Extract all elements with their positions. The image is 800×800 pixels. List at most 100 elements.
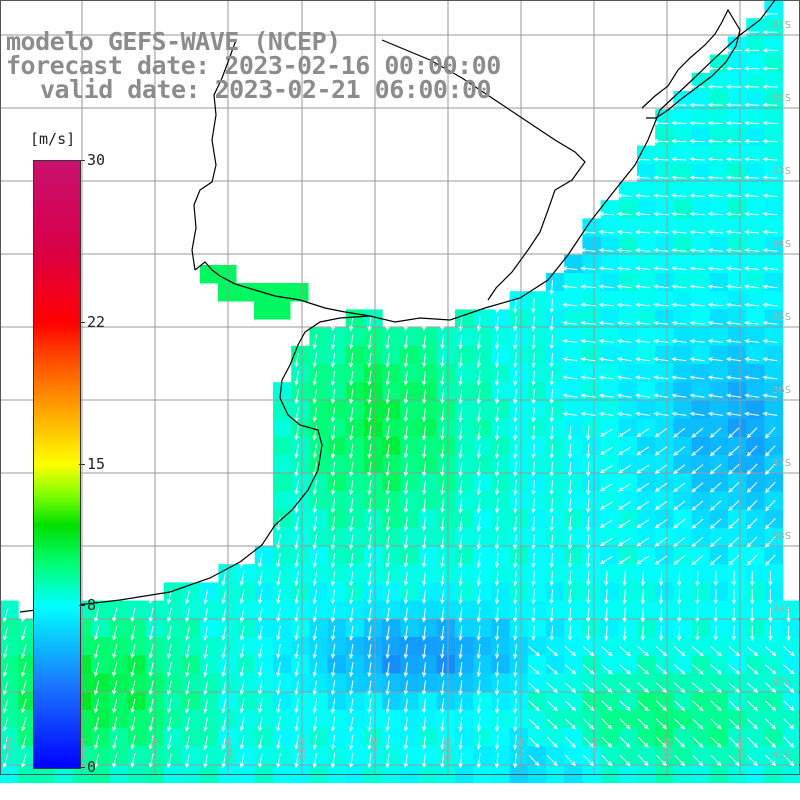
speed-cell [673, 491, 693, 511]
speed-cell [473, 673, 492, 693]
wind-arrow [549, 298, 554, 314]
speed-cell [455, 564, 474, 583]
speed-cell [618, 673, 638, 693]
speed-cell [109, 709, 128, 729]
speed-cell [637, 691, 656, 711]
speed-cell [655, 527, 674, 547]
speed-cell [364, 491, 383, 511]
speed-cell [509, 546, 529, 565]
wind-arrow [312, 625, 318, 641]
speed-cell [291, 382, 310, 401]
speed-cell [382, 691, 401, 711]
wind-arrow [94, 644, 100, 659]
lat-label: 39S [772, 604, 791, 615]
wind-arrow [744, 248, 760, 253]
wind-arrow [330, 352, 336, 368]
speed-cell [491, 764, 511, 784]
speed-cell [327, 618, 347, 638]
wind-arrow [619, 718, 631, 730]
wind-arrow [421, 425, 427, 441]
wind-arrow [203, 625, 209, 641]
wind-arrow [634, 411, 650, 417]
wind-arrow [640, 607, 646, 623]
wind-arrow [654, 500, 668, 511]
speed-cell [600, 746, 620, 765]
wind-arrow [221, 716, 227, 732]
speed-cell [509, 382, 529, 401]
speed-cell [637, 200, 656, 219]
wind-arrow [458, 607, 463, 623]
speed-cell [455, 327, 474, 347]
wind-arrow [671, 302, 687, 308]
speed-cell [491, 691, 511, 711]
wind-arrow [421, 352, 427, 368]
wind-arrow [691, 518, 704, 529]
speed-cell [564, 564, 583, 583]
speed-cell [709, 418, 729, 438]
speed-cell [746, 273, 765, 292]
speed-cell [709, 236, 729, 256]
wind-arrow [653, 284, 669, 289]
wind-arrow [673, 700, 686, 712]
speed-cell [728, 764, 747, 784]
wind-arrow [166, 680, 172, 696]
speed-cell [509, 436, 529, 456]
speed-cell [618, 309, 638, 329]
wind-arrow [367, 735, 372, 751]
wind-arrow [276, 662, 281, 678]
wind-arrow [713, 589, 718, 605]
speed-cell [309, 400, 329, 420]
speed-cell [582, 273, 602, 292]
speed-cell [582, 709, 602, 729]
wind-arrow [567, 443, 573, 459]
wind-arrow [762, 120, 778, 126]
wind-arrow [585, 589, 591, 605]
wind-arrow [746, 718, 759, 730]
wind-arrow [582, 646, 595, 657]
speed-cell [728, 327, 747, 347]
speed-cell [564, 400, 583, 420]
speed-cell [455, 527, 474, 547]
speed-cell [291, 582, 310, 602]
wind-arrow [476, 370, 481, 387]
speed-cell [36, 764, 56, 784]
speed-cell [491, 527, 511, 547]
wind-arrow [744, 120, 760, 126]
speed-cell [691, 236, 711, 256]
wind-arrow [385, 443, 390, 459]
wind-arrow [546, 718, 558, 730]
speed-cell [709, 91, 729, 110]
speed-cell [327, 418, 347, 438]
wind-arrow [294, 716, 299, 732]
wind-arrow [691, 482, 704, 493]
speed-cell [546, 546, 565, 565]
wind-arrow [728, 754, 740, 767]
speed-cell [746, 345, 765, 365]
speed-cell [18, 655, 37, 674]
wind-arrow [731, 589, 737, 605]
wind-arrow [622, 589, 627, 605]
colorbar-tick-mark [79, 160, 85, 161]
speed-cell [600, 509, 620, 529]
wind-arrow [440, 607, 445, 623]
speed-cell [418, 728, 438, 747]
speed-cell [764, 127, 784, 147]
wind-arrow [710, 646, 722, 657]
speed-cell [564, 746, 583, 765]
wind-arrow [707, 84, 723, 89]
wind-arrow [513, 607, 518, 623]
wind-arrow [549, 534, 554, 550]
wind-arrow [367, 680, 372, 696]
speed-cell [254, 764, 274, 784]
speed-cell [345, 728, 365, 747]
wind-arrow [744, 229, 760, 235]
wind-arrow [276, 516, 281, 532]
wind-arrow [367, 716, 372, 732]
speed-cell [527, 618, 547, 638]
speed-cell [491, 655, 511, 674]
speed-cell [382, 764, 401, 784]
lat-label: 35S [772, 312, 791, 323]
speed-cell [455, 491, 474, 511]
